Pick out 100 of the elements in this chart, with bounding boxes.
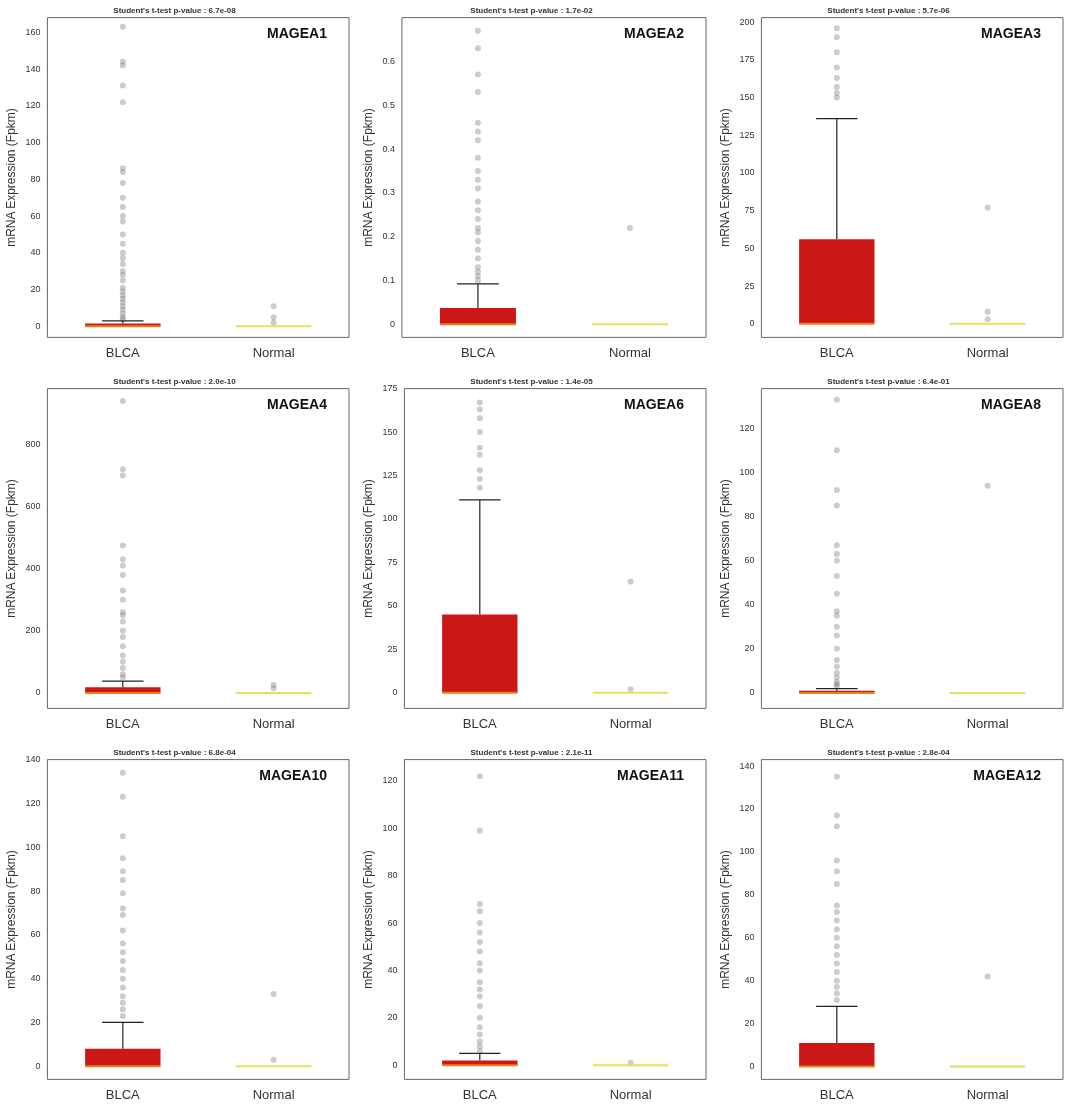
annotation: MAGEA12 bbox=[973, 767, 1042, 784]
y-axis-title: mRNA Expression (Fpkm) bbox=[717, 850, 732, 989]
y-tick-label: 800 bbox=[25, 438, 41, 449]
annotation: MAGEA2 bbox=[624, 25, 685, 42]
y-tick-label: 20 bbox=[30, 1016, 41, 1027]
y-tick-label: 80 bbox=[30, 885, 41, 896]
y-tick-label: 0.3 bbox=[382, 187, 395, 198]
y-tick-label: 0 bbox=[389, 318, 395, 329]
y-axis-title: mRNA Expression (Fpkm) bbox=[3, 850, 18, 989]
y-tick-label: 40 bbox=[744, 599, 755, 610]
annotation: MAGEA11 bbox=[617, 767, 685, 784]
x-tick-label: Normal bbox=[966, 344, 1009, 360]
y-tick-label: 100 bbox=[739, 167, 755, 178]
annotation: MAGEA1 bbox=[267, 25, 328, 42]
y-tick-label: 150 bbox=[382, 426, 398, 437]
chart-title: Student's t-test p-value : 1.4e-05 bbox=[470, 377, 594, 386]
y-tick-label: 20 bbox=[387, 1012, 398, 1023]
y-tick-label: 0 bbox=[392, 1059, 398, 1070]
y-tick-label: 60 bbox=[744, 932, 755, 943]
y-tick-label: 75 bbox=[387, 556, 398, 567]
y-tick-label: 40 bbox=[30, 973, 41, 984]
y-tick-label: 0.2 bbox=[382, 231, 395, 242]
y-tick-label: 120 bbox=[739, 422, 755, 433]
y-axis-title: mRNA Expression (Fpkm) bbox=[360, 850, 375, 989]
x-tick-label: Normal bbox=[609, 1086, 652, 1102]
y-axis-title: mRNA Expression (Fpkm) bbox=[360, 479, 375, 618]
x-tick-label: Normal bbox=[252, 1086, 295, 1102]
y-tick-label: 0 bbox=[35, 687, 41, 698]
y-tick-label: 175 bbox=[382, 383, 398, 394]
y-tick-label: 0.1 bbox=[382, 274, 395, 285]
chart-title: Student's t-test p-value : 1.7e-02 bbox=[470, 6, 594, 15]
y-tick-label: 140 bbox=[25, 754, 41, 765]
y-tick-label: 140 bbox=[25, 63, 41, 74]
y-tick-label: 60 bbox=[387, 917, 398, 928]
x-tick-label: Normal bbox=[966, 715, 1009, 731]
y-tick-label: 60 bbox=[30, 929, 41, 940]
y-tick-label: 25 bbox=[387, 643, 398, 654]
x-tick-label: BLCA bbox=[462, 715, 498, 731]
y-axis-title: mRNA Expression (Fpkm) bbox=[3, 108, 18, 247]
y-tick-label: 140 bbox=[739, 760, 755, 771]
y-tick-label: 80 bbox=[744, 889, 755, 900]
y-tick-label: 100 bbox=[382, 822, 398, 833]
y-tick-label: 100 bbox=[739, 466, 755, 477]
y-tick-label: 0 bbox=[35, 1060, 41, 1071]
chart-title: Student's t-test p-value : 2.0e-10 bbox=[113, 377, 237, 386]
y-axis-title: mRNA Expression (Fpkm) bbox=[717, 479, 732, 618]
y-tick-label: 80 bbox=[744, 511, 755, 521]
y-tick-label: 120 bbox=[25, 100, 41, 111]
x-tick-label: BLCA bbox=[105, 1086, 141, 1102]
y-tick-label: 120 bbox=[382, 775, 398, 786]
y-tick-label: 0 bbox=[749, 687, 755, 698]
y-tick-label: 120 bbox=[739, 803, 755, 814]
x-tick-label: BLCA bbox=[105, 715, 141, 731]
y-tick-label: 200 bbox=[739, 16, 755, 27]
y-tick-label: 400 bbox=[25, 563, 41, 574]
y-tick-label: 100 bbox=[25, 841, 41, 852]
chart-title: Student's t-test p-value : 6.4e-01 bbox=[827, 377, 951, 386]
y-tick-label: 80 bbox=[30, 173, 41, 184]
y-tick-label: 50 bbox=[387, 600, 398, 611]
annotation: MAGEA3 bbox=[981, 25, 1042, 42]
y-tick-label: 20 bbox=[30, 284, 41, 295]
x-tick-label: BLCA bbox=[819, 344, 855, 360]
y-tick-label: 60 bbox=[744, 555, 755, 566]
y-tick-label: 120 bbox=[25, 797, 41, 808]
chart-title: Student's t-test p-value : 2.1e-11 bbox=[470, 748, 594, 757]
y-tick-label: 0 bbox=[749, 318, 755, 329]
y-tick-label: 0 bbox=[749, 1061, 755, 1072]
y-tick-label: 600 bbox=[25, 501, 41, 512]
annotation: MAGEA6 bbox=[624, 396, 685, 413]
chart-title: Student's t-test p-value : 6.7e-08 bbox=[113, 6, 237, 15]
y-tick-label: 80 bbox=[387, 870, 398, 881]
chart-title: Student's t-test p-value : 5.7e-06 bbox=[827, 6, 951, 15]
y-tick-label: 125 bbox=[382, 469, 398, 480]
y-tick-label: 75 bbox=[744, 205, 755, 216]
chart-title: Student's t-test p-value : 6.8e-04 bbox=[113, 748, 237, 757]
y-tick-label: 25 bbox=[744, 280, 755, 291]
y-tick-label: 0.5 bbox=[382, 99, 395, 110]
y-tick-label: 100 bbox=[382, 513, 398, 524]
x-tick-label: BLCA bbox=[105, 344, 141, 360]
y-axis-title: mRNA Expression (Fpkm) bbox=[3, 479, 18, 618]
x-tick-label: BLCA bbox=[819, 715, 855, 731]
y-tick-label: 100 bbox=[739, 846, 755, 857]
y-tick-label: 0.6 bbox=[382, 55, 395, 66]
annotation: MAGEA4 bbox=[267, 396, 328, 413]
y-tick-label: 160 bbox=[25, 26, 41, 37]
y-tick-label: 40 bbox=[387, 964, 398, 975]
x-tick-label: BLCA bbox=[819, 1086, 855, 1102]
annotation: MAGEA10 bbox=[259, 767, 328, 784]
x-tick-label: Normal bbox=[252, 344, 295, 360]
y-tick-label: 40 bbox=[30, 247, 41, 258]
y-axis-title: mRNA Expression (Fpkm) bbox=[717, 108, 732, 247]
x-tick-label: Normal bbox=[609, 715, 652, 731]
y-tick-label: 200 bbox=[25, 625, 41, 636]
y-tick-label: 40 bbox=[744, 975, 755, 986]
y-tick-label: 0.4 bbox=[382, 143, 395, 154]
x-tick-label: Normal bbox=[966, 1086, 1009, 1102]
y-tick-label: 125 bbox=[739, 129, 755, 140]
y-tick-label: 50 bbox=[744, 242, 755, 253]
y-tick-label: 0 bbox=[392, 687, 398, 698]
y-tick-label: 0 bbox=[35, 320, 41, 331]
